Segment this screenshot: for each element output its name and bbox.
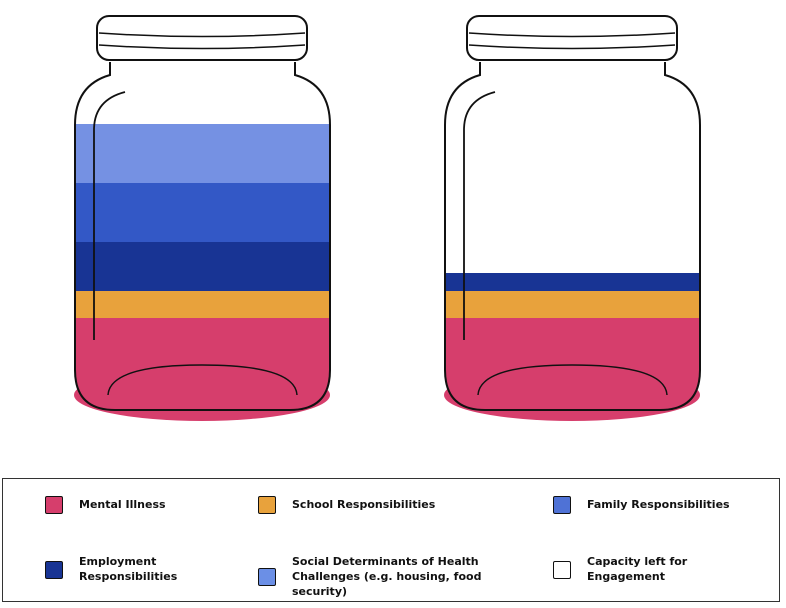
legend-swatch	[553, 560, 571, 579]
jar-full	[74, 15, 331, 421]
legend: Mental Illness School Responsibilities Fam…	[2, 478, 780, 602]
legend-label: School Responsibilities	[292, 497, 436, 511]
legend-label: Mental Illness	[79, 497, 166, 511]
legend-swatch	[553, 496, 571, 514]
legend-item: Social Determinants of Health Challenges…	[258, 555, 528, 600]
legend-item: School Responsibilities	[258, 493, 528, 517]
jar-capacity	[444, 15, 701, 421]
legend-swatch	[45, 496, 63, 514]
jars	[74, 15, 701, 421]
legend-swatch	[258, 568, 276, 587]
legend-label: Employment Responsibilities	[79, 555, 178, 583]
legend-label: Capacity left for Engagement	[587, 555, 688, 583]
legend-swatch	[258, 496, 276, 514]
legend-item: Mental Illness	[45, 493, 225, 517]
legend-swatch	[45, 560, 63, 579]
legend-label: Family Responsibilities	[587, 497, 730, 511]
legend-label: Social Determinants of Health Challenges…	[292, 555, 482, 598]
legend-item: Capacity left for Engagement	[553, 555, 753, 585]
legend-item: Employment Responsibilities	[45, 555, 235, 585]
legend-item: Family Responsibilities	[553, 493, 753, 517]
